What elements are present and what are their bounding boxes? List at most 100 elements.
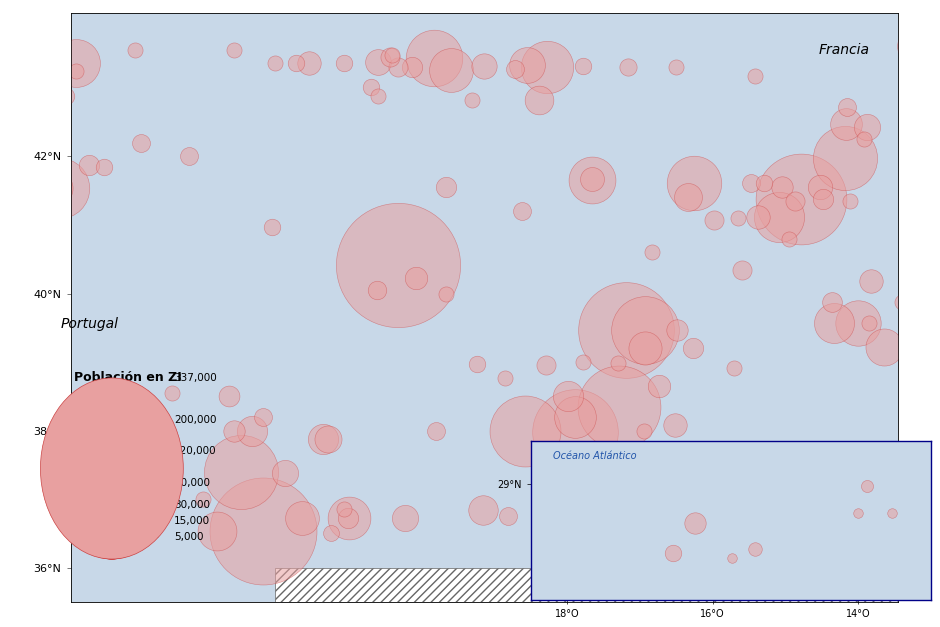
Text: 120,000: 120,000 bbox=[174, 446, 216, 456]
Point bbox=[68, 58, 83, 68]
Point bbox=[370, 91, 385, 101]
Text: 200,000: 200,000 bbox=[174, 414, 216, 424]
Point bbox=[727, 362, 742, 372]
Point bbox=[636, 426, 651, 436]
Point bbox=[637, 453, 652, 463]
Circle shape bbox=[90, 505, 133, 559]
Text: 15,000: 15,000 bbox=[174, 516, 210, 526]
Point bbox=[302, 58, 317, 68]
Point bbox=[427, 53, 442, 63]
Point bbox=[323, 528, 338, 538]
Point bbox=[543, 451, 558, 461]
Point bbox=[133, 138, 149, 148]
Point bbox=[838, 153, 853, 163]
Point bbox=[747, 544, 762, 554]
Circle shape bbox=[56, 419, 167, 559]
Text: Población en ZI: Población en ZI bbox=[74, 371, 182, 384]
Point bbox=[517, 426, 532, 436]
Text: 30,000: 30,000 bbox=[174, 500, 210, 510]
Point bbox=[860, 482, 875, 492]
Point bbox=[47, 183, 62, 193]
Point bbox=[384, 50, 400, 60]
Point bbox=[751, 212, 766, 222]
Point bbox=[465, 95, 480, 105]
Point bbox=[341, 514, 356, 524]
Point bbox=[620, 61, 635, 71]
Point bbox=[125, 480, 140, 490]
Point bbox=[268, 58, 283, 68]
Point bbox=[610, 453, 625, 463]
Point bbox=[182, 152, 197, 162]
Point bbox=[470, 359, 485, 369]
Point bbox=[842, 196, 857, 206]
Point bbox=[862, 318, 877, 328]
Point bbox=[321, 434, 336, 444]
Point bbox=[781, 234, 796, 244]
Text: 5,000: 5,000 bbox=[174, 532, 203, 542]
Point bbox=[788, 196, 803, 206]
Point bbox=[539, 361, 554, 371]
Text: 60,000: 60,000 bbox=[174, 478, 210, 488]
Point bbox=[651, 381, 666, 391]
Point bbox=[295, 513, 310, 523]
Point bbox=[918, 288, 933, 298]
Point bbox=[812, 182, 827, 192]
Point bbox=[264, 222, 279, 232]
Point bbox=[196, 494, 211, 504]
Point bbox=[775, 182, 790, 192]
Point bbox=[341, 514, 356, 524]
Point bbox=[404, 62, 419, 72]
Point bbox=[670, 325, 685, 335]
Point bbox=[477, 61, 492, 71]
Point bbox=[567, 412, 582, 422]
Point bbox=[667, 420, 682, 430]
Point bbox=[531, 95, 546, 105]
Point bbox=[234, 467, 249, 477]
Point bbox=[725, 553, 740, 563]
Point bbox=[687, 517, 702, 527]
Point bbox=[591, 513, 606, 523]
Point bbox=[706, 214, 721, 224]
Point bbox=[839, 102, 854, 112]
Point bbox=[30, 387, 45, 398]
Point bbox=[58, 91, 73, 101]
Point bbox=[429, 426, 444, 436]
Point bbox=[556, 513, 571, 523]
Circle shape bbox=[40, 378, 183, 559]
Point bbox=[96, 162, 111, 172]
Point bbox=[857, 134, 872, 144]
Point bbox=[391, 62, 406, 72]
Point bbox=[508, 64, 523, 74]
Point bbox=[227, 45, 242, 55]
Point bbox=[585, 174, 600, 184]
Point bbox=[444, 65, 459, 75]
Point bbox=[408, 273, 423, 283]
Point bbox=[497, 373, 512, 383]
Point bbox=[337, 58, 352, 68]
Point bbox=[610, 358, 625, 368]
Point bbox=[227, 426, 242, 436]
Point bbox=[391, 260, 406, 270]
Point bbox=[316, 435, 331, 445]
Point bbox=[383, 52, 398, 62]
Point bbox=[859, 122, 874, 132]
Point bbox=[612, 401, 627, 411]
Text: 337,000: 337,000 bbox=[174, 373, 216, 383]
Point bbox=[127, 45, 142, 55]
Point bbox=[793, 194, 808, 204]
Point bbox=[685, 344, 700, 354]
Point bbox=[851, 318, 866, 328]
Point bbox=[826, 318, 841, 328]
Point bbox=[398, 513, 413, 523]
Text: Océano Atlántico: Océano Atlántico bbox=[553, 451, 636, 461]
Point bbox=[520, 60, 535, 70]
Point bbox=[584, 176, 599, 186]
Point bbox=[637, 325, 652, 335]
Point bbox=[364, 82, 379, 92]
Point bbox=[576, 357, 591, 367]
Point bbox=[81, 160, 96, 170]
Point bbox=[144, 424, 159, 435]
Point bbox=[52, 183, 67, 193]
Point bbox=[370, 57, 385, 67]
Point bbox=[735, 265, 750, 275]
